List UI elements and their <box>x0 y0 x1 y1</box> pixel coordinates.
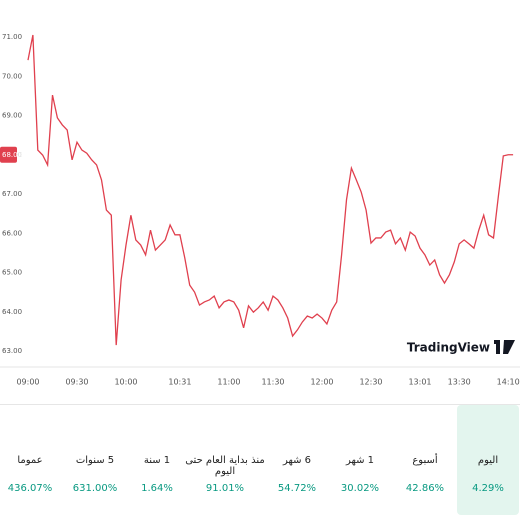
period-label: عموما <box>17 455 43 466</box>
y-tick-label: 63.00 <box>2 347 22 355</box>
period-change: 1.64% <box>141 483 173 494</box>
period-tab[interactable]: 5 سنوات 631.00% <box>64 405 126 515</box>
x-tick-label: 13:01 <box>408 378 431 387</box>
period-tab[interactable]: 1 شهر 30.02% <box>329 405 391 515</box>
period-change: 54.72% <box>277 483 317 494</box>
period-label: اليوم <box>477 455 499 466</box>
period-change: 4.29% <box>472 483 504 494</box>
period-change: 436.07% <box>7 483 53 494</box>
period-tab[interactable]: اليوم 4.29% <box>457 405 519 515</box>
x-tick-label: 12:30 <box>359 378 382 387</box>
period-change: 42.86% <box>405 483 445 494</box>
watermark: TradingView <box>407 341 490 355</box>
y-tick-label: 71.00 <box>2 33 22 41</box>
x-tick-label: 09:30 <box>65 378 88 387</box>
y-tick-label: 64.00 <box>2 308 22 316</box>
x-tick-label: 11:00 <box>217 378 240 387</box>
x-tick-label: 14:10 <box>497 378 520 387</box>
x-tick-label: 11:30 <box>261 378 284 387</box>
period-change: 631.00% <box>72 483 118 494</box>
last-price-label: 68.00 <box>2 151 22 159</box>
period-label: 5 سنوات <box>75 455 115 466</box>
period-change: 91.01% <box>205 483 245 494</box>
x-tick-label: 10:31 <box>168 378 191 387</box>
period-change: 30.02% <box>340 483 380 494</box>
last-price-badge <box>0 146 17 163</box>
y-tick-label: 67.00 <box>2 190 22 198</box>
period-tab[interactable]: 1 سنة 1.64% <box>126 405 188 515</box>
x-tick-label: 10:00 <box>114 378 137 387</box>
price-line <box>27 34 514 346</box>
y-tick-label: 65.00 <box>2 269 22 277</box>
y-tick-label: 70.00 <box>2 72 22 80</box>
watermark-logo <box>494 340 515 354</box>
x-tick-label: 13:30 <box>448 378 471 387</box>
period-label: أسبوع <box>412 455 438 466</box>
chart: TradingView 63.00 64.00 65.00 66.00 67.00 68.… <box>0 33 520 387</box>
x-tick-label: 09:00 <box>16 378 39 387</box>
x-tick-label: 12:00 <box>310 378 333 387</box>
y-tick-label: 69.00 <box>2 112 22 120</box>
period-label: 1 سنة <box>143 455 171 466</box>
period-tab[interactable]: أسبوع 42.86% <box>394 405 456 515</box>
period-tabs: اليوم 4.29% أسبوع 42.86% 1 شهر 30.02% 6 شهر 54.… <box>0 404 520 517</box>
y-tick-label: 66.00 <box>2 229 22 237</box>
period-label: منذ بداية العام حتى اليوم <box>185 455 265 477</box>
period-tab[interactable]: 6 شهر 54.72% <box>266 405 328 515</box>
period-tab[interactable]: عموما 436.07% <box>0 405 61 515</box>
period-label: 6 شهر <box>282 455 312 466</box>
period-label: 1 شهر <box>345 455 375 466</box>
period-tab[interactable]: منذ بداية العام حتى اليوم 91.01% <box>185 405 265 515</box>
